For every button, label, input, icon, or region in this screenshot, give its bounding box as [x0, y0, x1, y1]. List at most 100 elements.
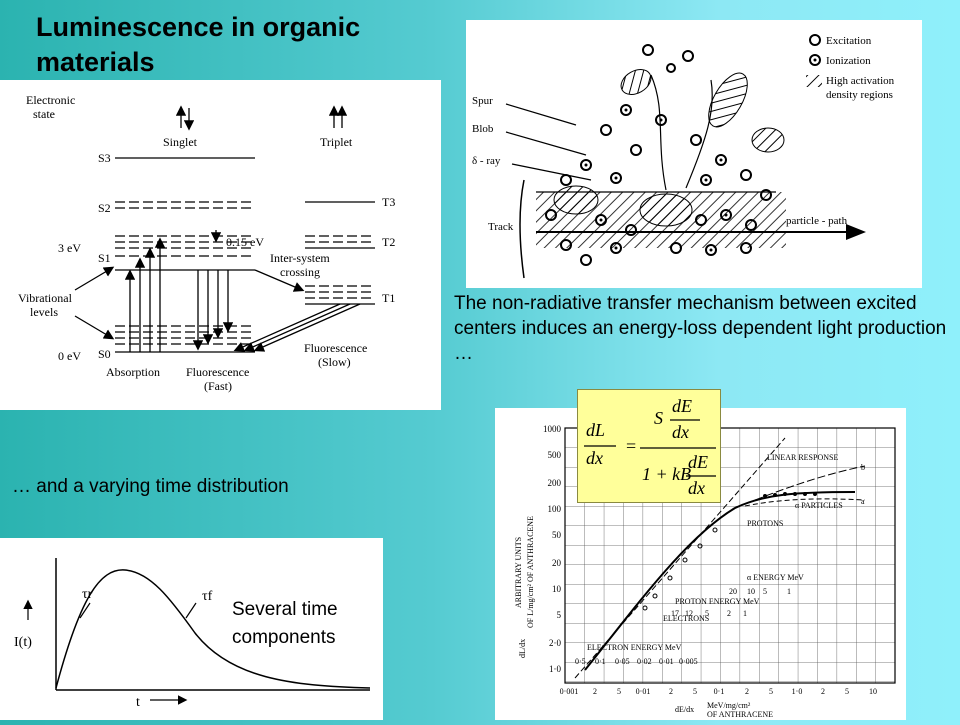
- formula-equals: =: [626, 436, 636, 456]
- energy-level-diagram: Electronic state Singlet Triplet S3 S2 S…: [0, 80, 441, 410]
- label-fluor-fast-2: (Fast): [204, 379, 232, 393]
- x-tick-7: 2: [745, 687, 749, 696]
- label-protons: PROTONS: [747, 519, 783, 528]
- x-units-2: OF ANTHRACENE: [707, 710, 773, 719]
- x-tick-11: 5: [845, 687, 849, 696]
- time-distribution-plot: I(t) t τr τf: [0, 538, 383, 720]
- y-tick-0: 1000: [543, 424, 562, 434]
- label-electrons: ELECTRONS: [663, 614, 709, 623]
- label-0ev: 0 eV: [58, 349, 81, 363]
- formula-den-prefix: 1 + kB: [642, 464, 691, 484]
- label-alpha-particles: α PARTICLES: [795, 501, 843, 510]
- label-curve-a: a: [861, 497, 865, 506]
- energy-level-svg: Electronic state Singlet Triplet S3 S2 S…: [18, 93, 395, 393]
- x-tick-2: 5: [617, 687, 621, 696]
- label-track: Track: [488, 221, 514, 233]
- x-tick-9: 1·0: [792, 687, 803, 696]
- label-tau-r: τr: [82, 587, 93, 602]
- electron-tick-4: 0·01: [659, 657, 674, 666]
- label-delta-ray: δ - ray: [472, 155, 501, 167]
- legend-high-1: High activation: [826, 75, 895, 87]
- formula-s: S: [654, 408, 663, 428]
- label-vibrational-2: levels: [30, 305, 58, 319]
- label-electronic-2: state: [33, 107, 55, 121]
- label-s1: S1: [98, 251, 111, 265]
- label-it: I(t): [14, 635, 32, 650]
- proton-tick-5: 5: [705, 609, 709, 618]
- formula-dx: dx: [586, 448, 603, 468]
- x-tick-0: 0·001: [560, 687, 579, 696]
- label-t: t: [136, 695, 140, 710]
- legend-high-2: density regions: [826, 89, 893, 101]
- x-tick-1: 2: [593, 687, 597, 696]
- label-fluor-fast-1: Fluorescence: [186, 365, 249, 379]
- caption-energy-loss: The non-radiative transfer mechanism bet…: [454, 293, 947, 364]
- x-label-dedx: dE/dx: [675, 705, 694, 714]
- electron-tick-0: 0·5: [575, 657, 586, 666]
- x-tick-12: 10: [869, 687, 877, 696]
- label-spur: Spur: [472, 95, 493, 107]
- label-t3: T3: [382, 195, 395, 209]
- electron-tick-5: 0·005: [679, 657, 698, 666]
- label-electronic-1: Electronic: [26, 93, 75, 107]
- alpha-tick-10: 10: [747, 587, 755, 596]
- label-tau-f: τf: [202, 589, 213, 604]
- formula-de1: dE: [672, 396, 692, 416]
- label-blob: Blob: [472, 123, 494, 135]
- label-electron-energy: ELECTRON ENERGY MeV: [587, 643, 682, 652]
- label-fluor-slow-1: Fluorescence: [304, 341, 367, 355]
- label-3ev: 3 eV: [58, 241, 81, 255]
- y-tick-7: 5: [557, 610, 562, 620]
- birks-formula-svg: dL dx = S dE dx 1 + kB dE dx: [584, 396, 716, 498]
- caption-several-time: Several time components: [232, 599, 338, 648]
- x-tick-8: 5: [769, 687, 773, 696]
- label-fluor-slow-2: (Slow): [318, 355, 351, 369]
- legend-ionization: Ionization: [826, 55, 871, 67]
- alpha-tick-5: 5: [763, 587, 767, 596]
- y-tick-3: 100: [548, 504, 562, 514]
- y-label-dldx: dL/dx: [518, 639, 527, 658]
- y-units-1: ARBITRARY UNITS: [514, 537, 523, 608]
- formula-dx1: dx: [672, 422, 689, 442]
- y-tick-9: 1·0: [549, 664, 561, 674]
- electron-tick-3: 0·02: [637, 657, 652, 666]
- y-tick-8: 2·0: [549, 638, 561, 648]
- y-tick-5: 20: [552, 558, 562, 568]
- proton-tick-17: 17: [671, 609, 679, 618]
- label-t1: T1: [382, 291, 395, 305]
- formula-de2: dE: [688, 452, 708, 472]
- label-alpha-energy: α ENERGY MeV: [747, 573, 804, 582]
- label-t2: T2: [382, 235, 395, 249]
- label-s3: S3: [98, 151, 111, 165]
- x-tick-4: 2: [669, 687, 673, 696]
- y-tick-1: 500: [548, 450, 562, 460]
- particle-track-svg: Excitation Ionization High activation de…: [472, 34, 895, 279]
- label-absorption: Absorption: [106, 365, 160, 379]
- label-s2: S2: [98, 201, 111, 215]
- caption-time-distribution: … and a varying time distribution: [12, 476, 289, 497]
- label-singlet: Singlet: [163, 135, 198, 149]
- label-s0: S0: [98, 347, 111, 361]
- x-units-1: MeV/mg/cm²: [707, 701, 751, 710]
- x-tick-10: 2: [821, 687, 825, 696]
- label-curve-b: b: [861, 463, 865, 472]
- label-particle-path: particle - path: [786, 215, 848, 227]
- y-tick-2: 200: [548, 478, 562, 488]
- birks-formula: dL dx = S dE dx 1 + kB dE dx: [577, 389, 721, 503]
- electron-tick-1: 0·1: [595, 657, 606, 666]
- x-tick-5: 5: [693, 687, 697, 696]
- legend-excitation: Excitation: [826, 35, 872, 47]
- y-tick-4: 50: [552, 530, 562, 540]
- proton-tick-1: 1: [743, 609, 747, 618]
- proton-tick-12: 12: [685, 609, 693, 618]
- light-response-plot: LINEAR RESPONSE α PARTICLES PROTONS ELEC…: [495, 408, 906, 720]
- label-intersystem-2: crossing: [280, 265, 320, 279]
- label-proton-energy: PROTON ENERGY MeV: [675, 597, 760, 606]
- label-linear-response: LINEAR RESPONSE: [767, 453, 838, 462]
- formula-dl: dL: [586, 420, 605, 440]
- label-intersystem-1: Inter-system: [270, 251, 330, 265]
- alpha-tick-1: 1: [787, 587, 791, 596]
- particle-track-diagram: Excitation Ionization High activation de…: [466, 20, 922, 288]
- x-tick-3: 0·01: [636, 687, 651, 696]
- label-triplet: Triplet: [320, 135, 353, 149]
